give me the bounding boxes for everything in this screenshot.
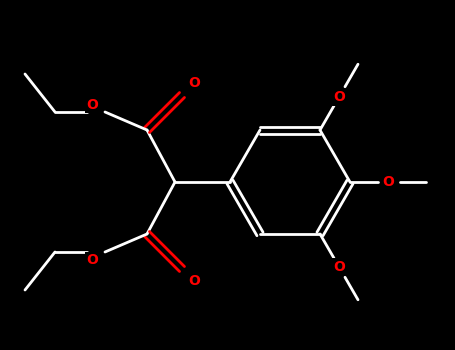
Text: O: O [333,260,345,274]
Text: O: O [86,98,98,112]
Text: O: O [382,175,394,189]
Text: O: O [188,274,200,288]
Text: O: O [86,253,98,267]
Text: O: O [188,76,200,90]
Text: O: O [333,90,345,104]
